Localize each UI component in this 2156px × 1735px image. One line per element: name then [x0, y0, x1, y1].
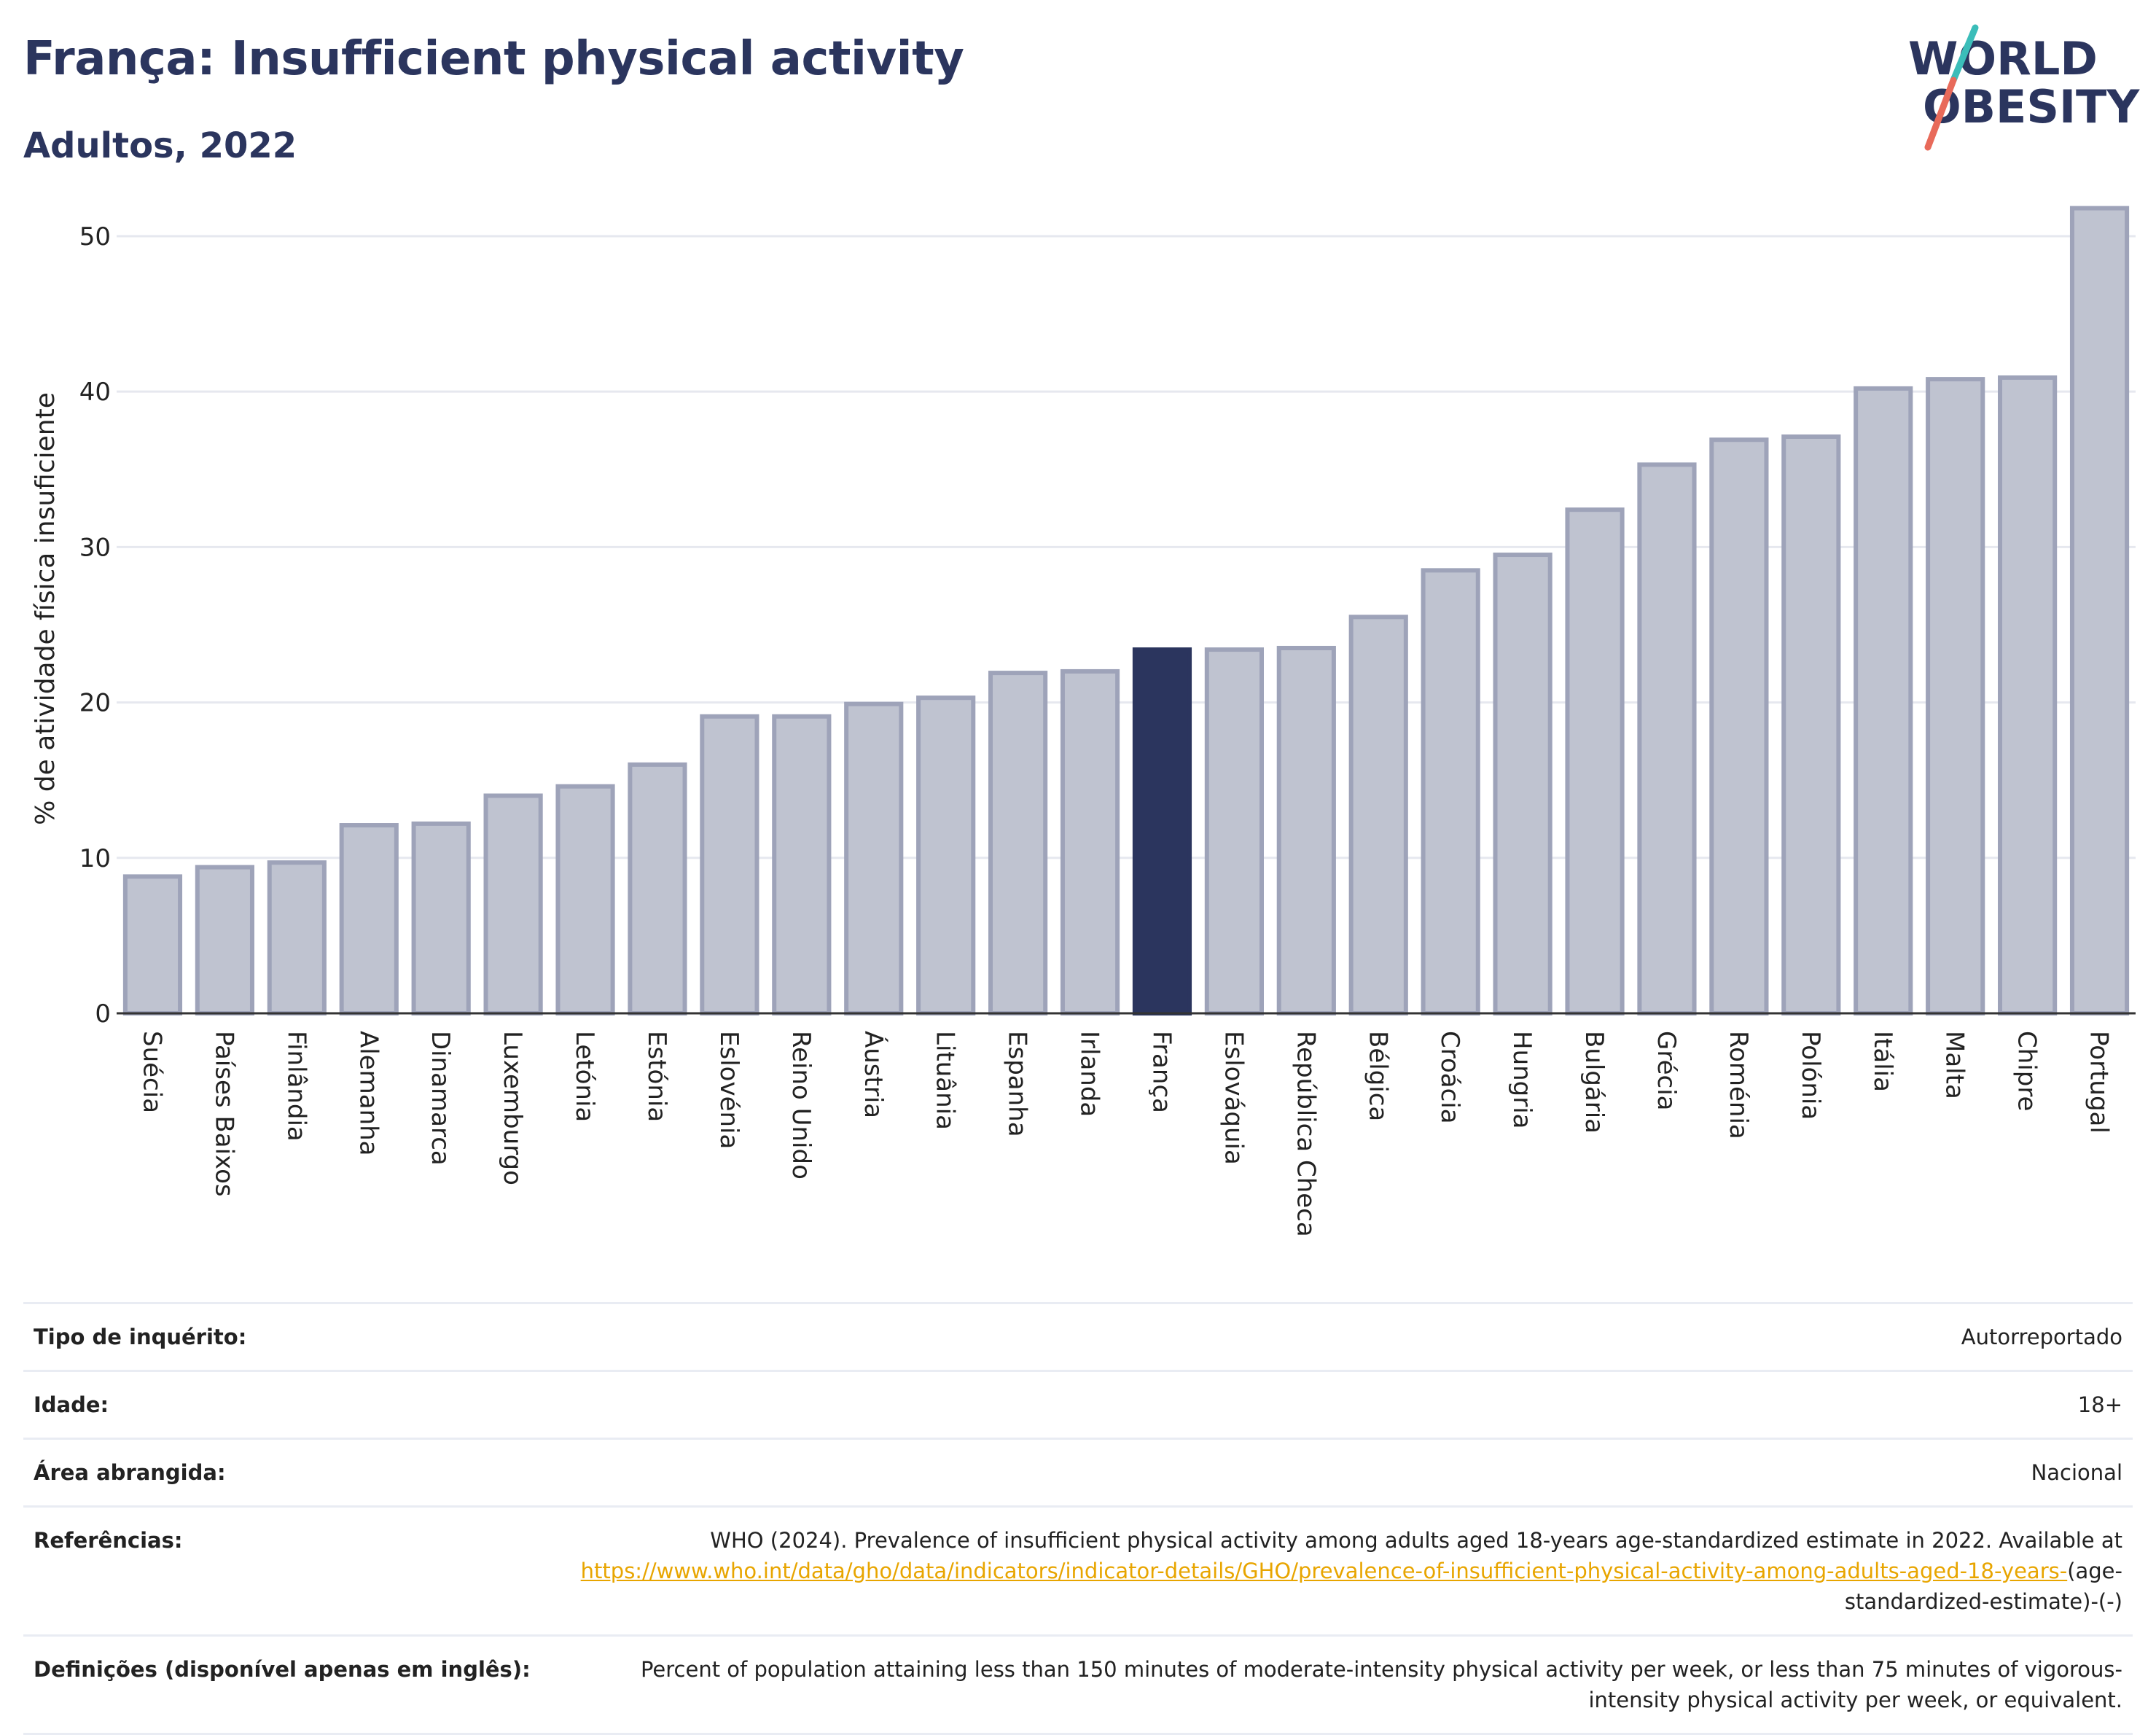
bar-chart: 0 10 20 30 40 50 Suécia Países Baixos Finlândia…: [31, 206, 2136, 1237]
area-label: Área abrangida:: [34, 1460, 226, 1485]
bar-chipre[interactable]: [1998, 375, 2058, 1015]
x-tick-label: Suécia: [137, 1031, 166, 1113]
x-tick-label: Finlândia: [281, 1031, 310, 1142]
bar-república-checa[interactable]: [1276, 645, 1336, 1016]
x-tick-label: Eslováquia: [1219, 1031, 1248, 1165]
y-tick-label: 10: [79, 844, 111, 873]
logo-line-1: WORLD: [1908, 32, 2098, 85]
info-row-area: Área abrangida: Nacional: [23, 1438, 2133, 1505]
x-tick-label: Letónia: [570, 1031, 599, 1122]
definitions-label: Definições (disponível apenas em inglês)…: [34, 1657, 531, 1682]
bar-luxemburgo[interactable]: [483, 793, 543, 1016]
survey-type-value: Autorreportado: [1961, 1325, 2122, 1349]
bar-bélgica[interactable]: [1348, 615, 1408, 1015]
logo-line-2: OBESITY: [1923, 80, 2140, 133]
bar-estónia[interactable]: [628, 762, 687, 1015]
x-tick-label: República Checa: [1291, 1031, 1320, 1237]
logo-slash-teal: [1950, 24, 1979, 84]
bar-roménia[interactable]: [1709, 437, 1769, 1015]
x-tick-label: Hungria: [1507, 1031, 1536, 1129]
info-row-definitions: Definições (disponível apenas em inglês)…: [23, 1634, 2133, 1735]
y-tick-label: 40: [79, 378, 111, 407]
info-row-survey: Tipo de inquérito: Autorreportado: [23, 1302, 2133, 1370]
x-tick-label: Reino Unido: [786, 1031, 816, 1180]
bar-frança[interactable]: [1132, 647, 1192, 1016]
x-tick-label: Dinamarca: [426, 1031, 455, 1166]
y-axis-label: % de atividade física insuficiente: [31, 392, 60, 825]
bar-croácia[interactable]: [1421, 568, 1480, 1015]
x-tick-label: Malta: [1940, 1031, 1969, 1099]
x-tick-label: Estónia: [642, 1031, 671, 1122]
bar-grécia[interactable]: [1637, 462, 1697, 1015]
x-tick-label: Itália: [1868, 1031, 1897, 1092]
bar-alemanha[interactable]: [339, 823, 399, 1015]
bar-malta[interactable]: [1926, 377, 1985, 1015]
references-label: Referências:: [34, 1528, 183, 1553]
x-axis-ticks: Suécia Países Baixos Finlândia Alemanha Dina…: [137, 1031, 2113, 1237]
bar-portugal[interactable]: [2069, 206, 2130, 1015]
x-tick-label: Bélgica: [1363, 1031, 1392, 1121]
references-value: WHO (2024). Prevalence of insufficient p…: [570, 1525, 2122, 1617]
bar-itália[interactable]: [1854, 386, 1913, 1016]
info-table: Tipo de inquérito: Autorreportado Idade:…: [23, 1302, 2133, 1735]
x-tick-label: França: [1147, 1031, 1176, 1113]
bar-áustria[interactable]: [844, 701, 904, 1015]
bar-bulgária[interactable]: [1565, 507, 1625, 1016]
bar-irlanda[interactable]: [1060, 668, 1120, 1016]
x-tick-label: Portugal: [2085, 1031, 2114, 1134]
x-tick-label: Espanha: [1003, 1031, 1032, 1137]
world-obesity-logo: WORLD OBESITY: [1908, 24, 2140, 151]
bar-reino-unido[interactable]: [772, 714, 832, 1015]
info-row-references: Referências: WHO (2024). Prevalence of i…: [23, 1505, 2133, 1634]
x-tick-label: Chipre: [2012, 1031, 2042, 1111]
x-tick-label: Irlanda: [1075, 1031, 1104, 1117]
bar-suécia[interactable]: [122, 874, 183, 1016]
chart-title: França: Insufficient physical activity: [23, 32, 964, 86]
bars: [122, 206, 2130, 1016]
y-tick-label: 30: [79, 533, 111, 562]
age-label: Idade:: [34, 1392, 109, 1417]
bar-polónia[interactable]: [1781, 434, 1841, 1015]
references-text: WHO (2024). Prevalence of insufficient p…: [710, 1528, 2122, 1553]
bar-eslováquia[interactable]: [1204, 647, 1264, 1016]
y-tick-label: 50: [79, 222, 111, 252]
x-tick-label: Croácia: [1435, 1031, 1464, 1124]
x-tick-label: Grécia: [1652, 1031, 1681, 1110]
logo-slash-coral: [1924, 77, 1957, 151]
bar-finlândia[interactable]: [267, 860, 327, 1015]
x-tick-label: Lituânia: [931, 1031, 960, 1130]
bar-países-baixos[interactable]: [195, 865, 254, 1015]
y-axis-ticks: 0 10 20 30 40 50: [79, 222, 111, 1029]
bar-espanha[interactable]: [988, 671, 1048, 1016]
y-tick-label: 0: [95, 999, 111, 1029]
bar-lituânia[interactable]: [916, 695, 976, 1015]
x-tick-label: Bulgária: [1579, 1031, 1609, 1134]
bar-hungria[interactable]: [1493, 553, 1552, 1015]
area-value: Nacional: [2031, 1460, 2122, 1485]
x-tick-label: Países Baixos: [209, 1031, 238, 1197]
definitions-value: Percent of population attaining less tha…: [640, 1657, 2122, 1712]
references-link[interactable]: https://www.who.int/data/gho/data/indica…: [580, 1559, 2068, 1583]
chart-subtitle: Adultos, 2022: [23, 125, 297, 166]
x-tick-label: Áustria: [859, 1031, 888, 1118]
x-tick-label: Roménia: [1724, 1031, 1753, 1139]
x-tick-label: Polónia: [1796, 1031, 1825, 1120]
age-value: 18+: [2077, 1392, 2122, 1417]
bar-letónia[interactable]: [555, 784, 615, 1015]
references-suffix: (age-standardized-estimate)-(-): [1844, 1559, 2122, 1614]
x-tick-label: Alemanha: [354, 1031, 383, 1156]
survey-type-label: Tipo de inquérito:: [34, 1325, 247, 1349]
bar-dinamarca[interactable]: [411, 821, 471, 1015]
x-tick-label: Eslovénia: [714, 1031, 743, 1149]
y-tick-label: 20: [79, 689, 111, 718]
info-row-age: Idade: 18+: [23, 1370, 2133, 1438]
x-tick-label: Luxemburgo: [498, 1031, 527, 1185]
bar-eslovénia[interactable]: [700, 714, 759, 1015]
